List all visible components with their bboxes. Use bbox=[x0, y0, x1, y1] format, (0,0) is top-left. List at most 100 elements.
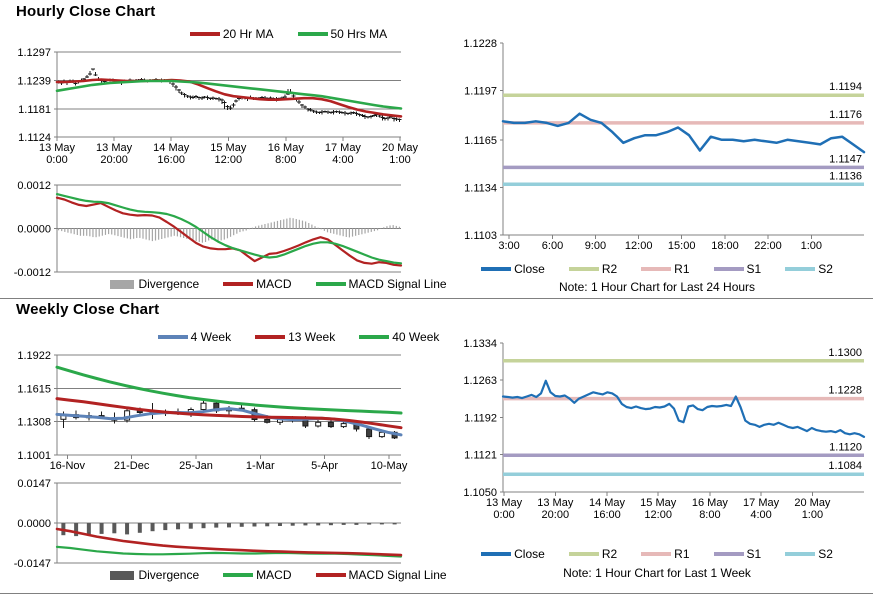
hourly-macd-legend: Divergence MACD MACD Signal Line bbox=[57, 277, 460, 291]
weekly-macd-chart: 0.0147 0.0000 -0.0147 bbox=[14, 478, 403, 570]
legend-swatch bbox=[568, 267, 599, 271]
hourly-price-legend: 20 Hr MA 50 Hrs MA bbox=[57, 27, 470, 41]
legend-swatch bbox=[481, 552, 512, 556]
svg-text:21-Dec: 21-Dec bbox=[114, 460, 150, 472]
svg-text:1.1192: 1.1192 bbox=[464, 413, 497, 425]
svg-text:4:00: 4:00 bbox=[332, 154, 353, 166]
svg-text:25-Jan: 25-Jan bbox=[179, 460, 213, 472]
svg-text:12:00: 12:00 bbox=[625, 240, 653, 252]
legend-label: R1 bbox=[674, 262, 690, 276]
svg-text:1.1050: 1.1050 bbox=[463, 487, 497, 499]
svg-text:16 May: 16 May bbox=[692, 497, 729, 509]
svg-text:1.1334: 1.1334 bbox=[463, 338, 497, 350]
svg-text:0:00: 0:00 bbox=[493, 509, 514, 521]
svg-text:8:00: 8:00 bbox=[699, 509, 720, 521]
svg-text:14 May: 14 May bbox=[589, 497, 626, 509]
section-divider-bottom bbox=[0, 593, 873, 594]
svg-text:1.1194: 1.1194 bbox=[829, 81, 862, 93]
svg-text:1.1615: 1.1615 bbox=[17, 383, 51, 395]
svg-text:1.1124: 1.1124 bbox=[18, 132, 51, 144]
svg-text:1:00: 1:00 bbox=[801, 240, 822, 252]
legend-swatch bbox=[641, 267, 672, 271]
legend-label: Close bbox=[514, 547, 545, 561]
svg-text:1.1228: 1.1228 bbox=[828, 385, 862, 397]
svg-text:1.1165: 1.1165 bbox=[464, 135, 497, 147]
svg-text:13 May: 13 May bbox=[96, 142, 133, 154]
legend-item-divergence: Divergence bbox=[110, 277, 199, 291]
legend-swatch bbox=[568, 552, 599, 556]
legend-item-r1: R1 bbox=[641, 262, 690, 276]
svg-text:17 May: 17 May bbox=[743, 497, 780, 509]
legend-swatch bbox=[713, 552, 744, 556]
svg-text:0.0147: 0.0147 bbox=[17, 478, 51, 490]
svg-text:3:00: 3:00 bbox=[498, 240, 519, 252]
svg-text:18:00: 18:00 bbox=[711, 240, 739, 252]
svg-text:20 May: 20 May bbox=[794, 497, 831, 509]
legend-item-macd: MACD bbox=[223, 277, 292, 291]
svg-text:1.1001: 1.1001 bbox=[17, 450, 51, 462]
hourly-chart-title: Hourly Close Chart bbox=[16, 3, 156, 20]
legend-item-close: Close bbox=[481, 547, 545, 561]
legend-swatch bbox=[255, 335, 286, 339]
legend-label: R2 bbox=[601, 547, 618, 561]
svg-text:0.0000: 0.0000 bbox=[17, 518, 51, 530]
svg-text:1.1136: 1.1136 bbox=[829, 170, 862, 182]
legend-label: 13 Week bbox=[288, 330, 336, 344]
legend-item-divergence: Divergence bbox=[110, 568, 199, 582]
legend-label: S2 bbox=[818, 547, 833, 561]
legend-label: S1 bbox=[746, 262, 762, 276]
legend-label: 50 Hrs MA bbox=[330, 27, 388, 41]
svg-text:1.1197: 1.1197 bbox=[464, 86, 497, 98]
svg-text:1.1263: 1.1263 bbox=[463, 375, 497, 387]
svg-text:12:00: 12:00 bbox=[215, 154, 243, 166]
legend-item-r2: R2 bbox=[568, 262, 618, 276]
svg-text:1.1181: 1.1181 bbox=[18, 104, 51, 116]
hourly-pivot-note: Note: 1 Hour Chart for Last 24 Hours bbox=[558, 280, 756, 294]
svg-text:-0.0147: -0.0147 bbox=[14, 558, 51, 570]
svg-text:20:00: 20:00 bbox=[100, 154, 128, 166]
legend-item-40-week: 40 Week bbox=[359, 330, 439, 344]
legend-swatch bbox=[359, 335, 390, 339]
svg-text:0:00: 0:00 bbox=[46, 154, 67, 166]
legend-label: Divergence bbox=[138, 277, 200, 291]
weekly-pivot-legend: Close R2 R1 S1 S2 bbox=[443, 547, 871, 561]
svg-text:13 May: 13 May bbox=[39, 142, 76, 154]
legend-label: MACD Signal Line bbox=[348, 568, 447, 582]
svg-text:1.1147: 1.1147 bbox=[829, 153, 862, 165]
svg-text:14 May: 14 May bbox=[153, 142, 190, 154]
legend-swatch bbox=[785, 267, 816, 271]
legend-swatch bbox=[315, 573, 346, 577]
svg-text:0.0012: 0.0012 bbox=[17, 180, 51, 192]
svg-text:10-May: 10-May bbox=[371, 460, 408, 472]
legend-label: R1 bbox=[674, 547, 690, 561]
svg-text:1:00: 1:00 bbox=[389, 154, 410, 166]
legend-swatch bbox=[481, 267, 512, 271]
legend-swatch bbox=[641, 552, 672, 556]
legend-swatch bbox=[110, 279, 135, 289]
legend-swatch bbox=[223, 282, 254, 286]
svg-text:1.1228: 1.1228 bbox=[463, 38, 497, 50]
legend-item-50-hrs-ma: 50 Hrs MA bbox=[297, 27, 388, 41]
svg-text:13 May: 13 May bbox=[537, 497, 574, 509]
legend-item-s2: S2 bbox=[785, 547, 833, 561]
hourly-macd-chart: 0.0012 0.0000 -0.0012 bbox=[14, 180, 403, 279]
legend-item-s1: S1 bbox=[713, 547, 761, 561]
svg-text:13 May: 13 May bbox=[486, 497, 523, 509]
legend-swatch bbox=[713, 267, 744, 271]
weekly-macd-legend: Divergence MACD MACD Signal Line bbox=[57, 568, 460, 582]
svg-text:15 May: 15 May bbox=[210, 142, 247, 154]
svg-text:1.1120: 1.1120 bbox=[829, 441, 862, 453]
svg-text:1.1084: 1.1084 bbox=[828, 460, 862, 472]
svg-text:4:00: 4:00 bbox=[750, 509, 771, 521]
legend-item-r2: R2 bbox=[568, 547, 618, 561]
legend-item-s2: S2 bbox=[785, 262, 833, 276]
legend-item-s1: S1 bbox=[713, 262, 762, 276]
svg-text:1.1176: 1.1176 bbox=[829, 109, 862, 121]
hourly-pivot-legend: Close R2 R1 S1 S2 bbox=[443, 262, 871, 276]
svg-text:1:00: 1:00 bbox=[802, 509, 823, 521]
svg-text:0.0000: 0.0000 bbox=[17, 224, 51, 236]
legend-label: R2 bbox=[601, 262, 618, 276]
svg-text:8:00: 8:00 bbox=[275, 154, 296, 166]
